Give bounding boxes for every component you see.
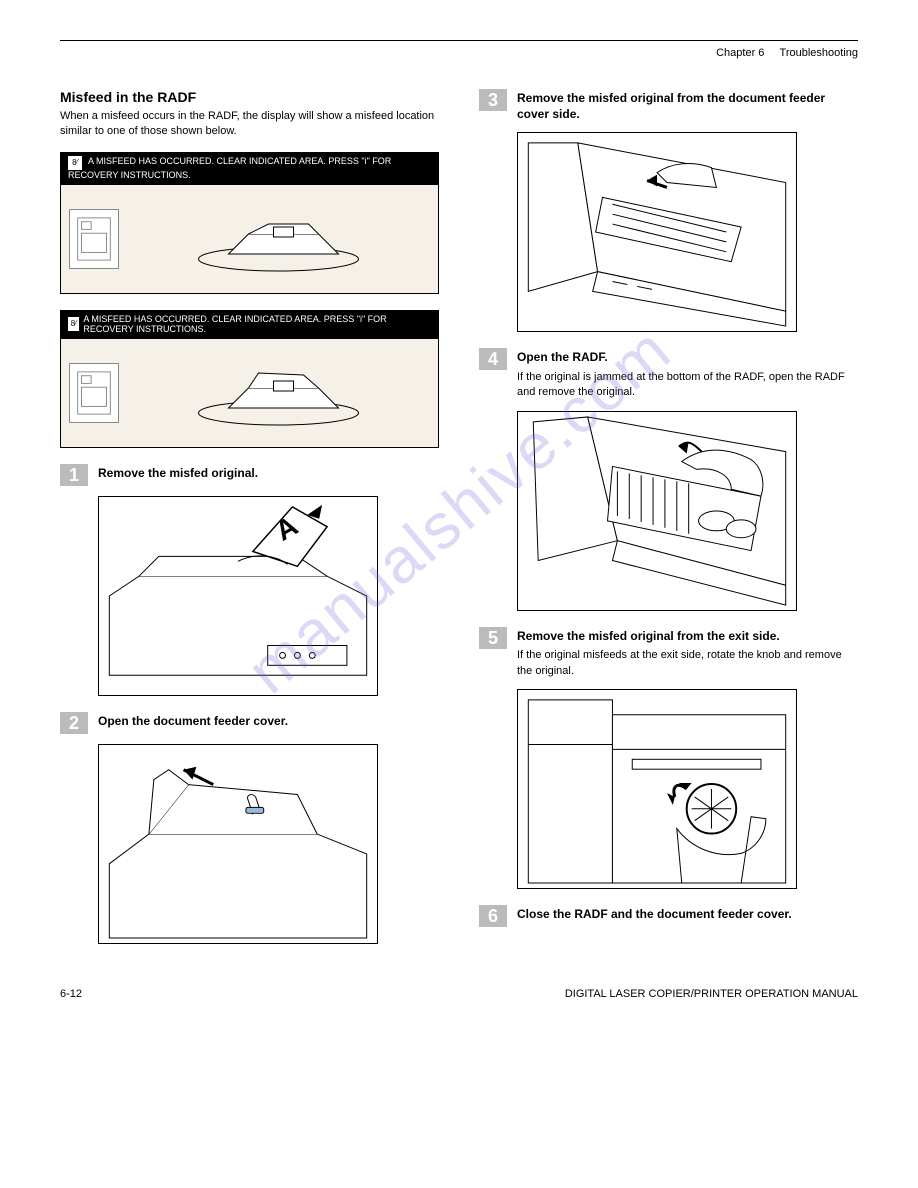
step2-figure	[98, 744, 378, 944]
panel1-text: A MISFEED HAS OCCURRED. CLEAR INDICATED …	[68, 156, 391, 180]
misfeed-panel-2: 8⁄ A MISFEED HAS OCCURRED. CLEAR INDICAT…	[60, 310, 439, 448]
step-number: 5	[479, 627, 507, 649]
jam-icon: 8⁄	[68, 317, 79, 331]
panel-thumbnail	[69, 363, 119, 423]
copier-thumb-icon	[70, 210, 118, 268]
step-text: Close the RADF and the document feeder c…	[517, 905, 792, 923]
step1-figure: A	[98, 496, 378, 696]
section-title: Misfeed in the RADF	[60, 89, 439, 105]
step-text: Remove the misfed original from the exit…	[517, 627, 858, 645]
step-number: 1	[60, 464, 88, 486]
header-text: Chapter 6 Troubleshooting	[60, 47, 858, 59]
jam-icon: 8⁄	[68, 156, 82, 170]
step-6: 6 Close the RADF and the document feeder…	[479, 905, 858, 927]
step-subtext: If the original is jammed at the bottom …	[517, 370, 858, 401]
header-rule	[60, 40, 858, 41]
step4-figure	[517, 411, 797, 611]
chapter-title: Troubleshooting	[780, 47, 858, 59]
left-column: Misfeed in the RADF When a misfeed occur…	[60, 89, 439, 960]
step-3: 3 Remove the misfed original from the do…	[479, 89, 858, 122]
step-2: 2 Open the document feeder cover.	[60, 712, 439, 734]
step-number: 3	[479, 89, 507, 111]
step-text: Open the document feeder cover.	[98, 712, 288, 730]
panel-thumbnail	[69, 209, 119, 269]
copier-thumb-icon	[70, 364, 118, 422]
step-text: Remove the misfed original.	[98, 464, 258, 482]
panel2-illustration	[139, 353, 418, 433]
step-number: 2	[60, 712, 88, 734]
right-column: 3 Remove the misfed original from the do…	[479, 89, 858, 960]
page-footer: 6-12 DIGITAL LASER COPIER/PRINTER OPERAT…	[60, 988, 858, 1000]
step-number: 6	[479, 905, 507, 927]
step-1: 1 Remove the misfed original.	[60, 464, 439, 486]
page-number: 6-12	[60, 988, 82, 1000]
step-number: 4	[479, 348, 507, 370]
step3-figure	[517, 132, 797, 332]
step-subtext: If the original misfeeds at the exit sid…	[517, 648, 858, 679]
step-text: Remove the misfed original from the docu…	[517, 89, 858, 122]
panel2-text: A MISFEED HAS OCCURRED. CLEAR INDICATED …	[83, 314, 431, 334]
footer-product: DIGITAL LASER COPIER/PRINTER OPERATION M…	[565, 988, 858, 1000]
panel1-illustration	[139, 199, 418, 279]
step-4: 4 Open the RADF. If the original is jamm…	[479, 348, 858, 400]
misfeed-panel-1: 8⁄ A MISFEED HAS OCCURRED. CLEAR INDICAT…	[60, 152, 439, 294]
chapter-label: Chapter 6	[716, 47, 764, 59]
step-text: Open the RADF.	[517, 348, 858, 366]
section-subtitle: When a misfeed occurs in the RADF, the d…	[60, 109, 439, 140]
step5-figure	[517, 689, 797, 889]
step-5: 5 Remove the misfed original from the ex…	[479, 627, 858, 679]
